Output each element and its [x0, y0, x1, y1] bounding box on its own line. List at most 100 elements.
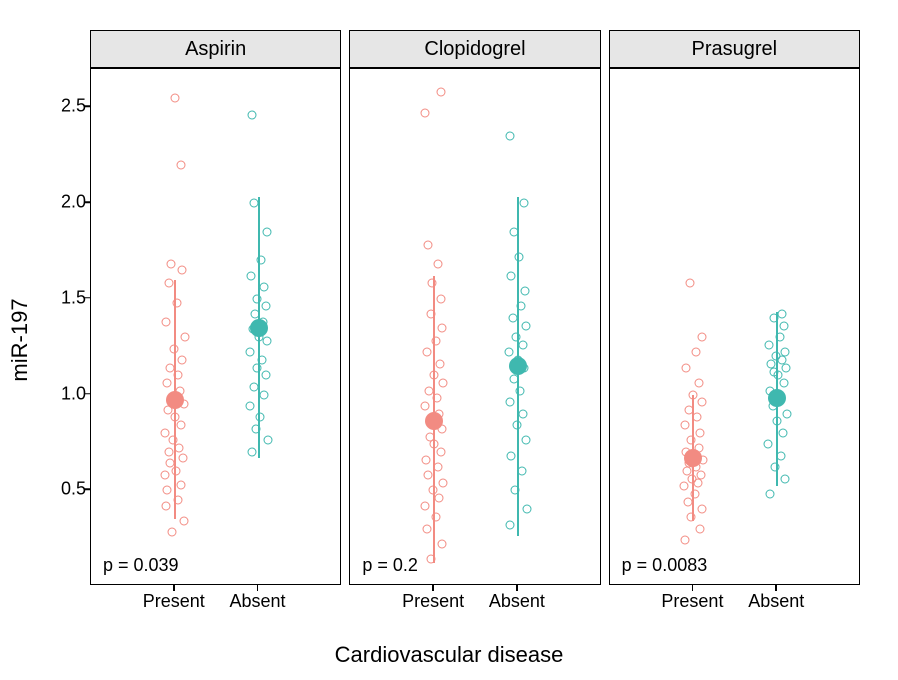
- scatter-point: [437, 294, 446, 303]
- scatter-point: [261, 302, 270, 311]
- scatter-point: [520, 287, 529, 296]
- scatter-point: [436, 447, 445, 456]
- scatter-point: [180, 516, 189, 525]
- scatter-point: [434, 260, 443, 269]
- scatter-point: [764, 440, 773, 449]
- p-value-annotation: p = 0.2: [362, 555, 418, 576]
- scatter-point: [681, 536, 690, 545]
- facet-strip: Prasugrel: [609, 30, 860, 68]
- scatter-point: [248, 447, 257, 456]
- mean-dot: [250, 319, 268, 337]
- scatter-point: [423, 241, 432, 250]
- scatter-point: [435, 493, 444, 502]
- y-tick-label: 1.5: [61, 287, 86, 308]
- scatter-point: [168, 528, 177, 537]
- scatter-point: [779, 428, 788, 437]
- scatter-point: [164, 447, 173, 456]
- scatter-point: [519, 409, 528, 418]
- scatter-point: [246, 348, 255, 357]
- p-value-annotation: p = 0.0083: [622, 555, 708, 576]
- scatter-point: [780, 379, 789, 388]
- scatter-point: [695, 379, 704, 388]
- facet-panel: p = 0.2: [349, 68, 600, 585]
- scatter-point: [522, 321, 531, 330]
- scatter-point: [178, 453, 187, 462]
- scatter-point: [421, 109, 430, 118]
- scatter-point: [506, 520, 515, 529]
- scatter-point: [175, 444, 184, 453]
- scatter-point: [424, 470, 433, 479]
- scatter-point: [164, 279, 173, 288]
- scatter-point: [698, 333, 707, 342]
- scatter-point: [505, 398, 514, 407]
- scatter-point: [765, 340, 774, 349]
- scatter-point: [505, 348, 514, 357]
- p-value-annotation: p = 0.039: [103, 555, 179, 576]
- scatter-point: [438, 539, 447, 548]
- x-tick-mark: [432, 585, 434, 591]
- x-tick-mark: [173, 585, 175, 591]
- scatter-point: [161, 428, 170, 437]
- scatter-point: [178, 266, 187, 275]
- scatter-point: [780, 348, 789, 357]
- scatter-point: [248, 110, 257, 119]
- scatter-point: [161, 501, 170, 510]
- scatter-point: [521, 436, 530, 445]
- scatter-point: [507, 271, 516, 280]
- scatter-point: [167, 260, 176, 269]
- scatter-point: [177, 356, 186, 365]
- x-tick-label: Absent: [230, 591, 286, 612]
- scatter-point: [162, 379, 171, 388]
- scatter-point: [422, 524, 431, 533]
- y-tick-label: 0.5: [61, 479, 86, 500]
- scatter-point: [161, 317, 170, 326]
- scatter-point: [781, 474, 790, 483]
- mean-dot: [684, 449, 702, 467]
- scatter-point: [522, 505, 531, 514]
- scatter-point: [177, 480, 186, 489]
- scatter-point: [778, 310, 787, 319]
- y-tick-mark: [84, 106, 90, 108]
- scatter-point: [767, 359, 776, 368]
- scatter-point: [682, 363, 691, 372]
- scatter-point: [180, 333, 189, 342]
- scatter-point: [696, 428, 705, 437]
- scatter-point: [176, 421, 185, 430]
- scatter-point: [439, 379, 448, 388]
- scatter-point: [260, 283, 269, 292]
- scatter-point: [519, 199, 528, 208]
- scatter-point: [263, 436, 272, 445]
- scatter-point: [420, 501, 429, 510]
- scatter-point: [683, 497, 692, 506]
- scatter-point: [682, 467, 691, 476]
- scatter-point: [163, 486, 172, 495]
- scatter-point: [259, 390, 268, 399]
- scatter-point: [506, 132, 515, 141]
- scatter-point: [261, 371, 270, 380]
- scatter-point: [695, 524, 704, 533]
- scatter-point: [782, 409, 791, 418]
- x-tick-mark: [516, 585, 518, 591]
- chart-container: miR-197 Cardiovascular disease Aspirinp …: [0, 0, 898, 680]
- mean-dot: [425, 412, 443, 430]
- x-tick-label: Present: [661, 591, 723, 612]
- y-tick-mark: [84, 393, 90, 395]
- x-tick-label: Absent: [489, 591, 545, 612]
- scatter-point: [421, 402, 430, 411]
- scatter-point: [779, 321, 788, 330]
- scatter-point: [680, 482, 689, 491]
- mean-dot: [509, 357, 527, 375]
- plot-area: Aspirinp = 0.039Clopidogrelp = 0.2Prasug…: [90, 30, 860, 585]
- scatter-point: [697, 398, 706, 407]
- mean-dot: [166, 391, 184, 409]
- scatter-point: [691, 348, 700, 357]
- x-tick-label: Present: [143, 591, 205, 612]
- facet-strip: Aspirin: [90, 30, 341, 68]
- scatter-point: [438, 478, 447, 487]
- mean-dot: [768, 389, 786, 407]
- scatter-point: [437, 87, 446, 96]
- x-tick-label: Present: [402, 591, 464, 612]
- x-axis-label: Cardiovascular disease: [335, 642, 564, 668]
- scatter-point: [263, 336, 272, 345]
- scatter-point: [245, 402, 254, 411]
